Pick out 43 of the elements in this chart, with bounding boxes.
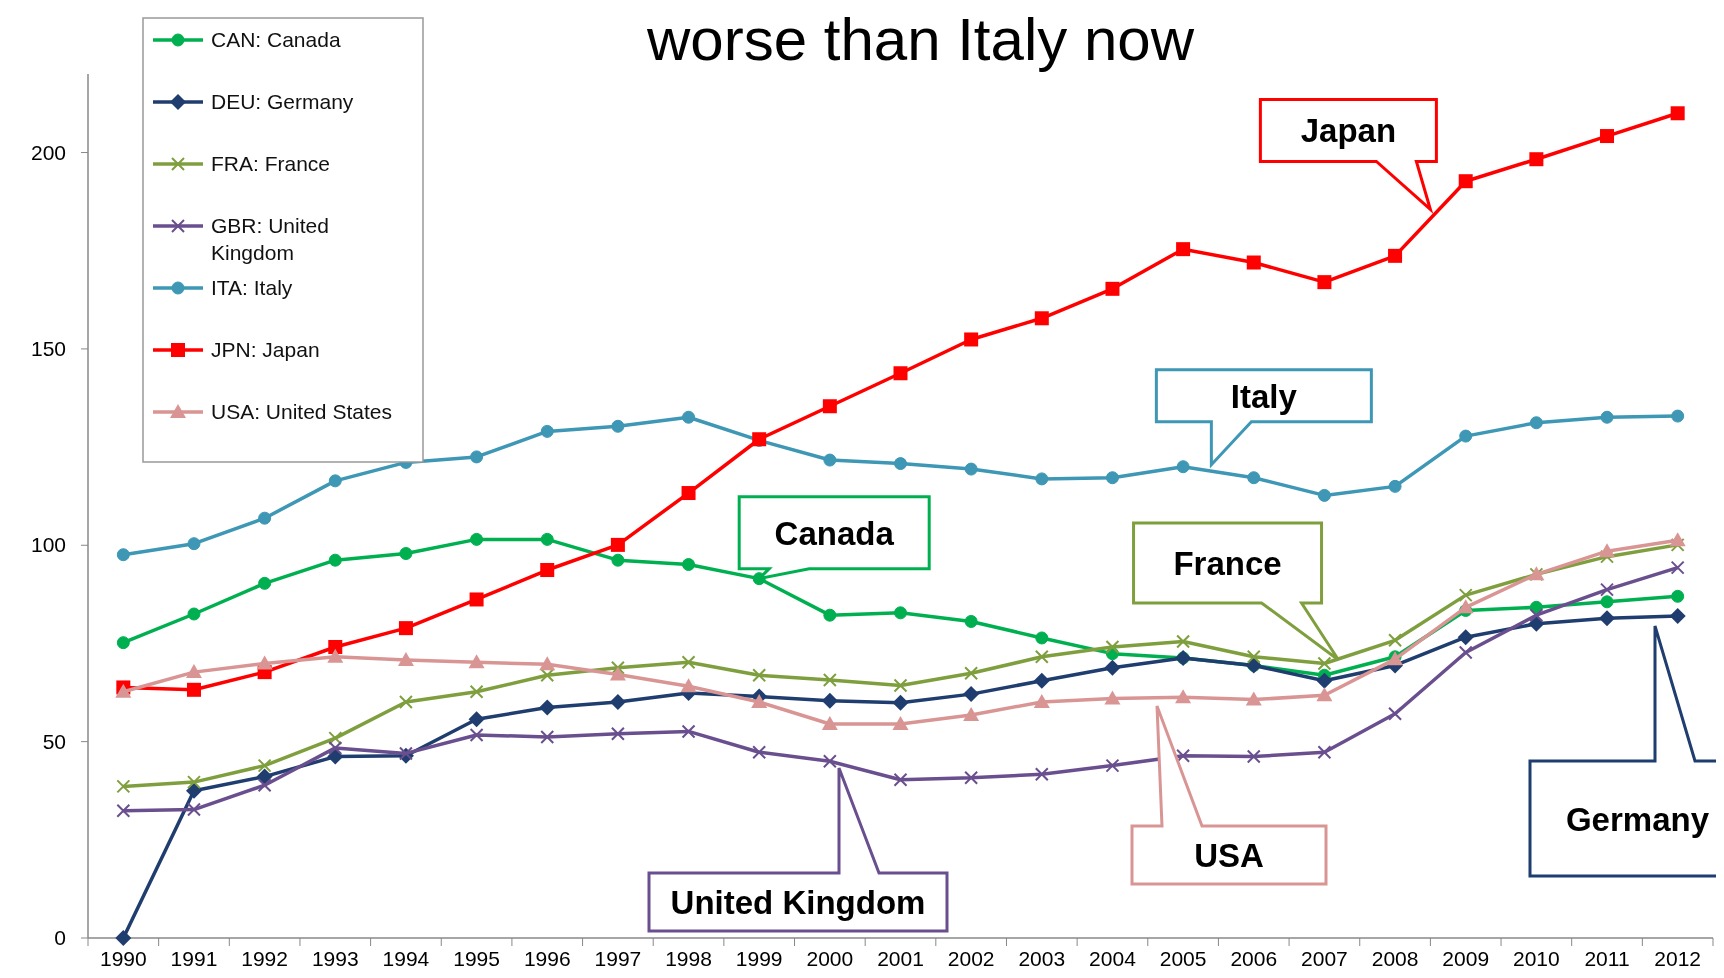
x-tick-label: 2001	[877, 947, 924, 970]
y-tick-label: 100	[30, 533, 66, 557]
x-tick-label: 1995	[453, 947, 500, 970]
legend-label: DEU: Germany	[211, 90, 354, 113]
legend-label: CAN: Canada	[211, 28, 341, 51]
annotation: United Kingdom	[670, 884, 926, 921]
x-tick-label: 2000	[806, 947, 854, 970]
x-tick-label: 2006	[1230, 947, 1278, 970]
legend-label: JPN: Japan	[211, 338, 320, 361]
x-tick-label: 1999	[735, 947, 783, 970]
annotation: France	[1173, 544, 1282, 582]
x-tick-label: 1994	[382, 947, 430, 970]
x-tick-label: 1991	[170, 947, 218, 970]
x-tick-label: 1992	[241, 947, 288, 970]
legend-label: FRA: France	[211, 152, 331, 175]
x-tick-label: 2007	[1301, 947, 1348, 970]
legend-label: GBR: United Kingdom	[211, 214, 329, 264]
annotation: USA	[1194, 837, 1264, 874]
annotation: Canada	[774, 514, 895, 552]
y-tick-label: 150	[30, 336, 66, 360]
x-tick-label: 1990	[99, 947, 147, 970]
x-tick-label: 1998	[665, 947, 712, 970]
x-tick-label: 2012	[1654, 947, 1702, 970]
x-tick-label: 2002	[947, 947, 995, 970]
y-tick-label: 200	[30, 140, 66, 164]
x-tick-label: 2008	[1371, 947, 1419, 970]
y-tick-label: 0	[54, 926, 66, 949]
legend-label: USA: United States	[211, 400, 392, 423]
chart-title: worse than Italy now	[646, 6, 1195, 73]
x-tick-label: 1997	[594, 947, 642, 970]
x-tick-label: 2009	[1442, 947, 1490, 970]
x-tick-label: 2005	[1159, 947, 1207, 970]
y-tick-label: 50	[42, 729, 66, 753]
annotation: Japan	[1300, 112, 1397, 150]
x-tick-label: 2003	[1018, 947, 1066, 970]
x-tick-label: 2004	[1089, 947, 1137, 970]
annotation: Italy	[1230, 377, 1298, 415]
x-tick-label: 1996	[523, 947, 571, 970]
annotation: Germany	[1565, 800, 1710, 838]
x-tick-label: 1993	[311, 947, 359, 970]
x-tick-label: 2010	[1513, 947, 1560, 970]
x-tick-label: 2011	[1584, 947, 1630, 970]
legend-label: ITA: Italy	[211, 276, 293, 299]
